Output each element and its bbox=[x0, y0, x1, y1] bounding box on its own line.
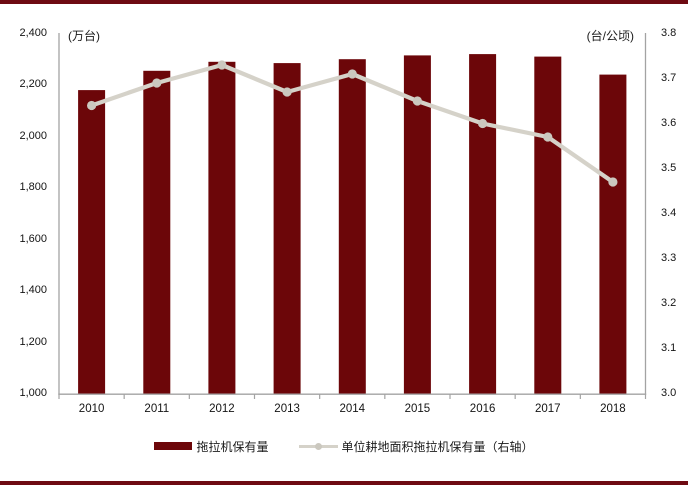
right-tick-3.4: 3.4 bbox=[661, 207, 677, 219]
x-label-2013: 2013 bbox=[274, 403, 300, 415]
left-axis-unit-label: (万台) bbox=[68, 29, 100, 43]
x-label-2015: 2015 bbox=[404, 403, 431, 415]
bar-2011 bbox=[143, 70, 171, 394]
legend-item-bar-series: 拖拉机保有量 bbox=[154, 438, 269, 455]
right-tick-3.5: 3.5 bbox=[661, 162, 677, 174]
x-label-2012: 2012 bbox=[209, 403, 235, 415]
x-label-2018: 2018 bbox=[600, 403, 626, 415]
bar-2012 bbox=[208, 61, 236, 394]
bar-2017 bbox=[534, 56, 562, 394]
right-tick-3.2: 3.2 bbox=[661, 297, 677, 309]
left-tick-2,400: 2,400 bbox=[19, 27, 47, 39]
line-swatch-marker-dot bbox=[314, 442, 322, 450]
bar-2013 bbox=[273, 63, 301, 394]
right-tick-3.1: 3.1 bbox=[661, 342, 677, 354]
line-marker-2014 bbox=[347, 69, 357, 79]
line-marker-2013 bbox=[282, 87, 292, 97]
bar-2010 bbox=[78, 90, 106, 394]
right-axis-unit-label: (台/公顷) bbox=[586, 29, 634, 43]
left-tick-2,000: 2,000 bbox=[19, 129, 47, 142]
left-tick-1,200: 1,200 bbox=[19, 335, 47, 348]
top-accent-bar bbox=[0, 0, 688, 4]
right-tick-3.8: 3.8 bbox=[661, 27, 677, 39]
right-tick-3.7: 3.7 bbox=[661, 72, 677, 84]
bar-2016 bbox=[469, 54, 497, 394]
left-tick-2,200: 2,200 bbox=[19, 78, 47, 91]
x-label-2014: 2014 bbox=[339, 403, 366, 415]
legend-line-series-label: 单位耕地面积拖拉机保有量（右轴） bbox=[341, 439, 534, 454]
left-tick-1,600: 1,600 bbox=[19, 232, 47, 245]
legend-bar-series-label: 拖拉机保有量 bbox=[196, 439, 269, 454]
bottom-accent-bar bbox=[0, 481, 688, 485]
line-series-swatch bbox=[298, 442, 338, 451]
right-tick-3.0: 3.0 bbox=[661, 387, 677, 399]
legend-item-line-series: 单位耕地面积拖拉机保有量（右轴） bbox=[298, 438, 534, 455]
line-marker-2012 bbox=[217, 60, 227, 70]
left-tick-1,400: 1,400 bbox=[19, 284, 47, 297]
right-tick-3.6: 3.6 bbox=[661, 117, 677, 129]
legend: 拖拉机保有量 单位耕地面积拖拉机保有量（右轴） bbox=[0, 438, 688, 454]
bar-2014 bbox=[338, 59, 366, 394]
line-marker-2010 bbox=[87, 100, 97, 111]
x-label-2011: 2011 bbox=[144, 403, 170, 415]
x-label-2010: 2010 bbox=[78, 403, 105, 415]
x-label-2016: 2016 bbox=[469, 403, 496, 415]
line-marker-2016 bbox=[478, 118, 488, 129]
bar-2018 bbox=[599, 74, 627, 394]
bar-series-swatch bbox=[154, 442, 193, 450]
line-marker-2015 bbox=[412, 96, 422, 106]
line-marker-2011 bbox=[152, 78, 162, 88]
bar-2015 bbox=[403, 55, 431, 394]
line-marker-2018 bbox=[608, 177, 618, 187]
x-label-2017: 2017 bbox=[535, 403, 561, 415]
left-tick-1,000: 1,000 bbox=[19, 387, 47, 399]
line-marker-2017 bbox=[543, 132, 553, 142]
left-tick-1,800: 1,800 bbox=[19, 181, 47, 194]
right-tick-3.3: 3.3 bbox=[661, 252, 677, 264]
